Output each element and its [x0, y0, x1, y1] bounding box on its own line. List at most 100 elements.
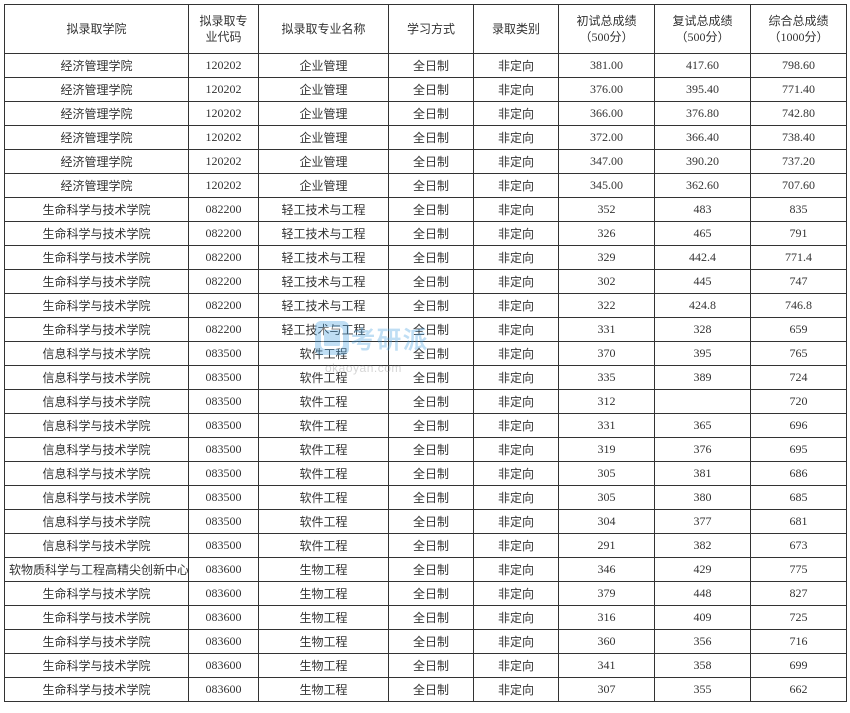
table-cell: 全日制 — [389, 678, 474, 702]
table-cell: 742.80 — [751, 102, 847, 126]
table-row: 信息科学与技术学院083500软件工程全日制非定向304377681 — [5, 510, 847, 534]
table-cell: 非定向 — [474, 198, 559, 222]
table-cell: 376 — [655, 438, 751, 462]
table-row: 经济管理学院120202企业管理全日制非定向345.00362.60707.60 — [5, 174, 847, 198]
table-cell: 生命科学与技术学院 — [5, 318, 189, 342]
table-cell: 362.60 — [655, 174, 751, 198]
table-cell: 380 — [655, 486, 751, 510]
table-cell: 673 — [751, 534, 847, 558]
table-cell: 非定向 — [474, 102, 559, 126]
table-cell: 全日制 — [389, 654, 474, 678]
table-cell: 全日制 — [389, 510, 474, 534]
table-cell: 生物工程 — [259, 678, 389, 702]
table-cell: 全日制 — [389, 318, 474, 342]
table-cell: 083600 — [189, 630, 259, 654]
col-header-3: 学习方式 — [389, 5, 474, 54]
table-cell: 全日制 — [389, 294, 474, 318]
table-cell: 信息科学与技术学院 — [5, 366, 189, 390]
table-cell: 366.00 — [559, 102, 655, 126]
admission-table: 拟录取学院拟录取专业代码拟录取专业名称学习方式录取类别初试总成绩（500分）复试… — [4, 4, 847, 702]
table-cell: 390.20 — [655, 150, 751, 174]
table-cell: 445 — [655, 270, 751, 294]
table-cell: 083500 — [189, 414, 259, 438]
table-cell: 083600 — [189, 678, 259, 702]
table-cell: 365 — [655, 414, 751, 438]
table-cell: 企业管理 — [259, 174, 389, 198]
table-cell: 082200 — [189, 246, 259, 270]
table-cell: 316 — [559, 606, 655, 630]
table-cell: 331 — [559, 318, 655, 342]
table-cell: 企业管理 — [259, 126, 389, 150]
table-row: 生命科学与技术学院083600生物工程全日制非定向307355662 — [5, 678, 847, 702]
table-row: 生命科学与技术学院083600生物工程全日制非定向379448827 — [5, 582, 847, 606]
table-cell: 全日制 — [389, 630, 474, 654]
table-cell: 724 — [751, 366, 847, 390]
table-row: 生命科学与技术学院083600生物工程全日制非定向341358699 — [5, 654, 847, 678]
table-cell: 120202 — [189, 54, 259, 78]
table-cell: 软件工程 — [259, 510, 389, 534]
table-cell: 083500 — [189, 342, 259, 366]
table-cell: 345.00 — [559, 174, 655, 198]
table-cell: 082200 — [189, 198, 259, 222]
table-cell: 生物工程 — [259, 654, 389, 678]
table-cell: 全日制 — [389, 270, 474, 294]
table-cell: 389 — [655, 366, 751, 390]
table-row: 经济管理学院120202企业管理全日制非定向366.00376.80742.80 — [5, 102, 847, 126]
table-cell: 非定向 — [474, 534, 559, 558]
table-cell: 生命科学与技术学院 — [5, 246, 189, 270]
table-row: 生命科学与技术学院083600生物工程全日制非定向316409725 — [5, 606, 847, 630]
table-cell: 465 — [655, 222, 751, 246]
col-header-6: 复试总成绩（500分） — [655, 5, 751, 54]
table-cell: 395 — [655, 342, 751, 366]
table-cell: 生命科学与技术学院 — [5, 630, 189, 654]
table-cell: 全日制 — [389, 126, 474, 150]
table-cell: 083600 — [189, 606, 259, 630]
table-cell: 720 — [751, 390, 847, 414]
table-cell: 082200 — [189, 222, 259, 246]
table-row: 经济管理学院120202企业管理全日制非定向372.00366.40738.40 — [5, 126, 847, 150]
table-cell: 非定向 — [474, 318, 559, 342]
table-cell: 685 — [751, 486, 847, 510]
table-cell: 083500 — [189, 366, 259, 390]
table-cell: 非定向 — [474, 510, 559, 534]
table-cell: 非定向 — [474, 438, 559, 462]
table-cell: 366.40 — [655, 126, 751, 150]
table-cell: 信息科学与技术学院 — [5, 510, 189, 534]
table-cell — [655, 390, 751, 414]
table-cell: 生物工程 — [259, 630, 389, 654]
table-row: 生命科学与技术学院082200轻工技术与工程全日制非定向322424.8746.… — [5, 294, 847, 318]
table-row: 信息科学与技术学院083500软件工程全日制非定向291382673 — [5, 534, 847, 558]
table-cell: 非定向 — [474, 270, 559, 294]
table-cell: 轻工技术与工程 — [259, 246, 389, 270]
table-cell: 非定向 — [474, 462, 559, 486]
table-row: 生命科学与技术学院082200轻工技术与工程全日制非定向331328659 — [5, 318, 847, 342]
table-cell: 083500 — [189, 486, 259, 510]
table-cell: 软件工程 — [259, 366, 389, 390]
table-row: 生命科学与技术学院082200轻工技术与工程全日制非定向326465791 — [5, 222, 847, 246]
table-cell: 信息科学与技术学院 — [5, 390, 189, 414]
table-cell: 331 — [559, 414, 655, 438]
table-cell: 企业管理 — [259, 150, 389, 174]
table-cell: 716 — [751, 630, 847, 654]
table-cell: 全日制 — [389, 486, 474, 510]
table-cell: 322 — [559, 294, 655, 318]
table-cell: 生物工程 — [259, 582, 389, 606]
table-cell: 信息科学与技术学院 — [5, 462, 189, 486]
table-cell: 659 — [751, 318, 847, 342]
table-cell: 全日制 — [389, 150, 474, 174]
table-cell: 经济管理学院 — [5, 54, 189, 78]
table-cell: 信息科学与技术学院 — [5, 486, 189, 510]
table-row: 经济管理学院120202企业管理全日制非定向347.00390.20737.20 — [5, 150, 847, 174]
table-cell: 448 — [655, 582, 751, 606]
table-cell: 全日制 — [389, 78, 474, 102]
table-cell: 827 — [751, 582, 847, 606]
table-cell: 835 — [751, 198, 847, 222]
table-cell: 083500 — [189, 510, 259, 534]
table-cell: 120202 — [189, 126, 259, 150]
table-cell: 335 — [559, 366, 655, 390]
table-cell: 746.8 — [751, 294, 847, 318]
table-cell: 经济管理学院 — [5, 78, 189, 102]
table-cell: 非定向 — [474, 150, 559, 174]
table-cell: 355 — [655, 678, 751, 702]
table-cell: 全日制 — [389, 534, 474, 558]
